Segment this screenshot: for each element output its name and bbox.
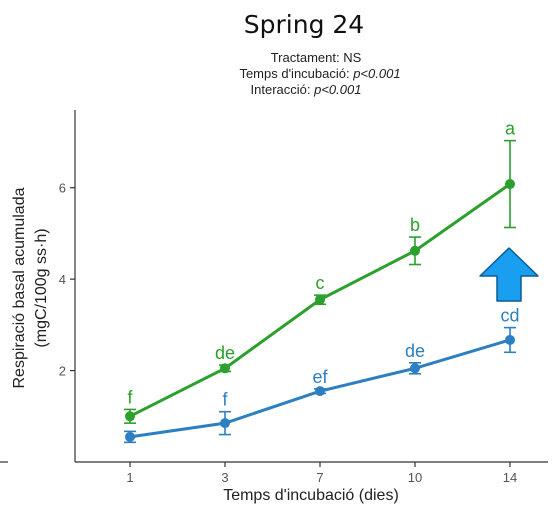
data-point: [220, 418, 230, 429]
stat-interaction: Interacció: p<0.001: [251, 82, 362, 97]
series-layer: f de c b a f ef de cd: [124, 119, 520, 444]
data-point: [505, 334, 515, 345]
significance-letter: c: [316, 273, 325, 293]
data-point: [220, 363, 230, 374]
chart-title: Spring 24: [244, 10, 364, 39]
significance-letter: f: [127, 387, 133, 407]
significance-letter: ef: [312, 367, 328, 387]
data-point: [410, 245, 420, 256]
data-point: [505, 179, 515, 190]
significance-letter: f: [222, 390, 228, 410]
significance-letter: cd: [500, 306, 519, 326]
significance-letter: a: [505, 119, 516, 139]
y-tick-label: 2: [59, 364, 66, 379]
y-axis-label-line2: (mgC/100g ss·h): [33, 228, 50, 347]
data-point: [315, 386, 325, 397]
series-0: f de c b a: [124, 119, 516, 424]
significance-letter: de: [405, 341, 425, 361]
y-tick-label: 4: [59, 272, 66, 287]
x-tick-label: 10: [408, 470, 422, 485]
x-tick-label: 7: [316, 470, 323, 485]
x-tick-label: 1: [126, 470, 133, 485]
data-point: [315, 294, 325, 305]
data-point: [125, 411, 135, 422]
stat-treatment: Tractament: NS: [271, 50, 362, 65]
significance-letter: de: [215, 343, 235, 363]
data-point: [125, 431, 135, 442]
y-ticks: 2 4 6: [59, 181, 75, 379]
data-point: [410, 363, 420, 374]
significance-letter: b: [410, 215, 420, 235]
stat-incubation: Temps d'incubació: p<0.001: [239, 66, 400, 81]
up-arrow-icon: [479, 247, 539, 302]
x-ticks: 1 3 7 10 14: [126, 462, 517, 485]
y-tick-label: 6: [59, 181, 66, 196]
x-axis-label: Temps d'incubació (dies): [223, 487, 399, 504]
x-tick-label: 14: [503, 470, 517, 485]
series-1: f ef de cd: [124, 306, 520, 444]
x-tick-label: 3: [221, 470, 228, 485]
y-axis-label-line1: Respiració basal acumulada: [11, 187, 28, 388]
